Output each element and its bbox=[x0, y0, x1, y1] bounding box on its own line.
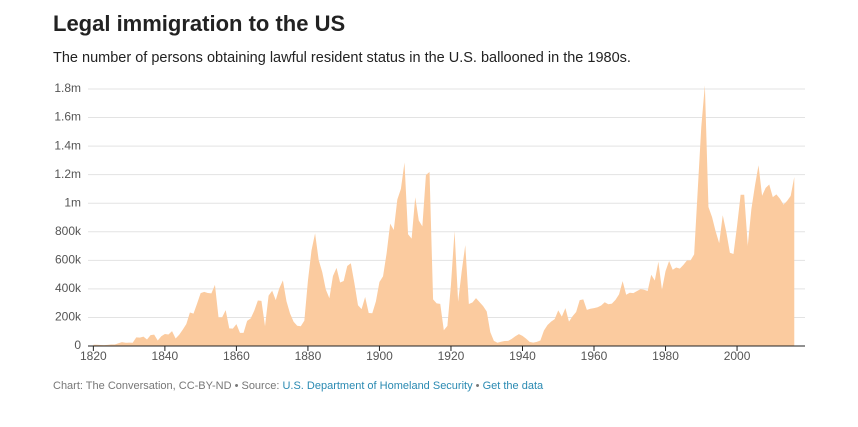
x-tick-label: 1900 bbox=[366, 349, 393, 363]
y-tick-label: 200k bbox=[55, 310, 82, 324]
x-tick-label: 1860 bbox=[223, 349, 250, 363]
y-tick-label: 1.2m bbox=[54, 167, 81, 181]
x-tick-label: 1840 bbox=[152, 349, 179, 363]
y-tick-label: 0 bbox=[74, 338, 81, 352]
x-tick-label: 1820 bbox=[80, 349, 107, 363]
y-tick-label: 400k bbox=[55, 281, 82, 295]
x-tick-label: 1960 bbox=[581, 349, 608, 363]
x-tick-label: 1880 bbox=[295, 349, 322, 363]
x-tick-label: 1920 bbox=[438, 349, 465, 363]
area bbox=[93, 85, 795, 347]
x-tick-label: 1980 bbox=[652, 349, 679, 363]
credit: Chart: The Conversation, CC-BY-ND • Sour… bbox=[53, 380, 279, 392]
chart-subtitle: The number of persons obtaining lawful r… bbox=[53, 50, 631, 66]
separator: • bbox=[476, 380, 480, 392]
source-link[interactable]: U.S. Department of Homeland Security bbox=[282, 380, 473, 392]
y-tick-label: 1.6m bbox=[54, 110, 81, 124]
x-tick-label: 2000 bbox=[724, 349, 751, 363]
y-tick-label: 1m bbox=[64, 195, 81, 209]
y-tick-label: 1.4m bbox=[54, 138, 81, 152]
y-tick-label: 1.8m bbox=[54, 81, 81, 95]
y-tick-label: 800k bbox=[55, 224, 82, 238]
data-link[interactable]: Get the data bbox=[483, 380, 544, 392]
x-tick-label: 1940 bbox=[509, 349, 536, 363]
chart-title: Legal immigration to the US bbox=[53, 11, 345, 36]
footer: Chart: The Conversation, CC-BY-ND • Sour… bbox=[53, 380, 544, 392]
y-tick-label: 600k bbox=[55, 253, 82, 267]
